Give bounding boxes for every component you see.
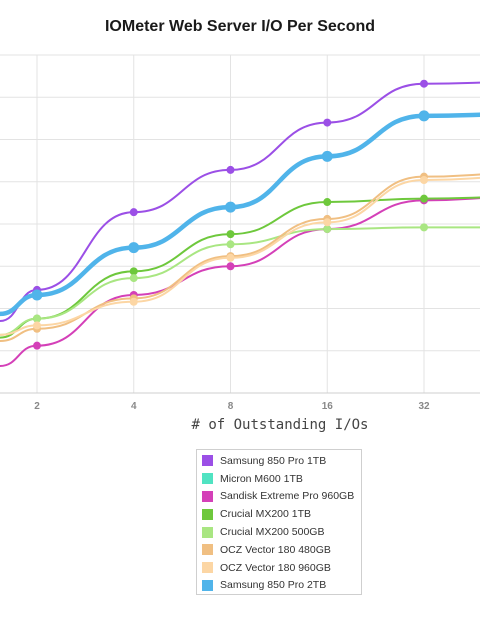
data-point-5 [226,240,235,249]
x-tick-label: 4 [131,401,137,410]
legend-item[interactable]: Samsung 850 Pro 2TB [202,577,361,595]
data-point-8 [418,110,430,122]
x-tick-label: 32 [418,401,430,410]
data-point-7 [323,218,332,227]
data-point-1 [323,118,332,127]
data-point-8 [31,289,43,301]
legend-label: Crucial MX200 1TB [220,508,312,521]
x-tick-label: 2 [34,401,40,410]
x-tick-label: 8 [228,401,234,410]
series-line-4 [0,196,480,339]
data-point-4 [226,230,235,239]
legend-swatch [202,508,213,520]
data-point-5 [33,314,41,323]
data-point-3 [226,262,235,271]
legend-label: OCZ Vector 180 960GB [220,561,331,574]
legend-item[interactable]: Crucial MX200 500GB [202,523,361,541]
legend-item[interactable]: Samsung 850 Pro 1TB [202,452,361,470]
legend-swatch [202,526,213,538]
chart-title: IOMeter Web Server I/O Per Second [104,18,376,35]
legend-swatch [202,490,213,502]
legend-swatch [202,544,213,556]
data-point-8 [225,201,236,213]
data-point-4 [323,198,332,207]
legend-label: Samsung 850 Pro 1TB [220,454,327,467]
data-point-1 [129,208,138,217]
data-point-1 [226,165,235,174]
legend: Samsung 850 Pro 1TB Micron M600 1TB Sandis… [196,449,362,595]
data-point-7 [420,176,428,185]
line-chart-plot: 2 4 8 16 32 [0,54,480,410]
legend-item[interactable]: Sandisk Extreme Pro 960GB [202,488,361,506]
data-point-7 [33,321,41,330]
series-line-8 [0,112,480,317]
data-point-5 [129,274,138,283]
grid-lines [0,54,480,394]
legend-swatch [202,579,213,591]
legend-swatch [202,455,213,467]
legend-item[interactable]: Crucial MX200 1TB [202,505,361,523]
data-point-7 [226,253,235,262]
data-point-8 [128,242,140,254]
legend-label: OCZ Vector 180 480GB [220,543,331,556]
legend-label: Micron M600 1TB [220,472,303,485]
data-point-8 [321,150,333,162]
data-point-7 [129,297,138,306]
data-point-5 [323,225,332,234]
legend-label: Crucial MX200 500GB [220,526,325,539]
series-markers [31,79,430,350]
x-axis-title: # of Outstanding I/Os [191,417,369,433]
data-point-4 [129,267,138,276]
legend-swatch [202,473,213,485]
data-point-5 [420,223,428,232]
data-point-1 [420,79,428,88]
data-point-4 [420,194,428,203]
data-point-3 [33,341,41,350]
x-tick-label: 16 [322,401,334,410]
legend-item[interactable]: Micron M600 1TB [202,470,361,488]
legend-item[interactable]: OCZ Vector 180 480GB [202,541,361,559]
legend-label: Sandisk Extreme Pro 960GB [220,490,355,503]
legend-label: Samsung 850 Pro 2TB [220,579,327,592]
legend-item[interactable]: OCZ Vector 180 960GB [202,559,361,577]
legend-swatch [202,562,213,574]
x-tick-labels: 2 4 8 16 32 [34,401,430,410]
